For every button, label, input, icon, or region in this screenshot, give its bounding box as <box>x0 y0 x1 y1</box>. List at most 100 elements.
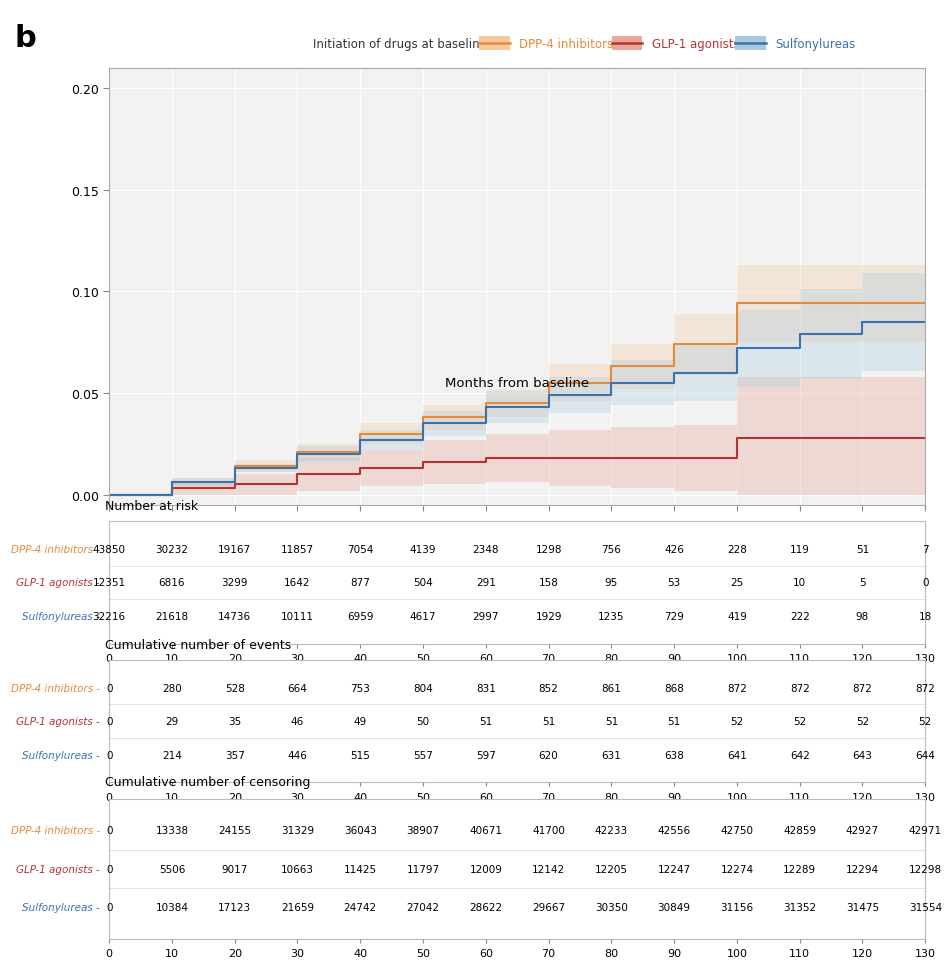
Text: 12247: 12247 <box>658 864 691 874</box>
Text: 868: 868 <box>664 683 684 692</box>
Text: 12274: 12274 <box>720 864 754 874</box>
Text: 0: 0 <box>106 903 112 912</box>
Text: 643: 643 <box>852 750 872 760</box>
Text: 30849: 30849 <box>658 903 691 912</box>
Text: 729: 729 <box>664 611 684 621</box>
Text: Initiation of drugs at baseline: Initiation of drugs at baseline <box>313 37 487 51</box>
Text: GLP-1 agonists -: GLP-1 agonists - <box>16 578 100 588</box>
Text: DPP-4 inhibitors -: DPP-4 inhibitors - <box>10 683 100 692</box>
Text: 31156: 31156 <box>720 903 754 912</box>
Text: 11425: 11425 <box>344 864 377 874</box>
Text: b: b <box>14 24 36 54</box>
Text: 40671: 40671 <box>470 825 502 835</box>
Text: 426: 426 <box>664 544 684 555</box>
Text: 12009: 12009 <box>470 864 502 874</box>
Text: 27042: 27042 <box>406 903 439 912</box>
Text: 642: 642 <box>790 750 809 760</box>
Text: 12298: 12298 <box>909 864 941 874</box>
Text: 222: 222 <box>790 611 809 621</box>
Text: 214: 214 <box>162 750 182 760</box>
Text: 11797: 11797 <box>406 864 439 874</box>
Text: 10663: 10663 <box>281 864 314 874</box>
Text: 6959: 6959 <box>347 611 374 621</box>
Text: 51: 51 <box>605 717 618 727</box>
Text: 53: 53 <box>667 578 680 588</box>
Text: 17123: 17123 <box>218 903 251 912</box>
Text: GLP-1 agonists: GLP-1 agonists <box>652 37 739 51</box>
Text: 357: 357 <box>225 750 245 760</box>
Text: 638: 638 <box>664 750 684 760</box>
Text: 51: 51 <box>479 717 493 727</box>
Text: 14736: 14736 <box>218 611 251 621</box>
Text: 3299: 3299 <box>221 578 248 588</box>
Text: 52: 52 <box>919 717 932 727</box>
Text: 158: 158 <box>539 578 559 588</box>
Text: Sulfonylureas -: Sulfonylureas - <box>22 611 100 621</box>
Text: 0: 0 <box>106 825 112 835</box>
Text: 291: 291 <box>475 578 495 588</box>
Text: 4617: 4617 <box>410 611 437 621</box>
Text: 2997: 2997 <box>473 611 499 621</box>
Text: 872: 872 <box>852 683 872 692</box>
Text: 10: 10 <box>793 578 807 588</box>
Text: 52: 52 <box>856 717 869 727</box>
Text: 31475: 31475 <box>846 903 879 912</box>
Text: 631: 631 <box>602 750 622 760</box>
Text: 528: 528 <box>225 683 245 692</box>
Text: 1235: 1235 <box>598 611 624 621</box>
Text: 7054: 7054 <box>347 544 374 555</box>
Text: 51: 51 <box>542 717 555 727</box>
Text: 30232: 30232 <box>156 544 189 555</box>
Text: 42556: 42556 <box>658 825 691 835</box>
Text: 446: 446 <box>288 750 307 760</box>
Text: 1298: 1298 <box>535 544 562 555</box>
Text: 31352: 31352 <box>783 903 816 912</box>
Text: 641: 641 <box>727 750 747 760</box>
Text: 35: 35 <box>228 717 241 727</box>
Text: Sulfonylureas -: Sulfonylureas - <box>22 903 100 912</box>
Text: 12351: 12351 <box>93 578 125 588</box>
Text: 0: 0 <box>106 864 112 874</box>
Text: 13338: 13338 <box>156 825 189 835</box>
Text: 24155: 24155 <box>218 825 251 835</box>
Text: 12294: 12294 <box>846 864 879 874</box>
Text: 1642: 1642 <box>284 578 310 588</box>
Text: 10384: 10384 <box>156 903 189 912</box>
Text: GLP-1 agonists -: GLP-1 agonists - <box>16 717 100 727</box>
Text: 804: 804 <box>413 683 433 692</box>
Text: 21618: 21618 <box>156 611 189 621</box>
Text: 25: 25 <box>731 578 744 588</box>
Text: 42750: 42750 <box>720 825 754 835</box>
Text: 42927: 42927 <box>846 825 879 835</box>
Text: 877: 877 <box>350 578 370 588</box>
Text: DPP-4 inhibitors -: DPP-4 inhibitors - <box>10 825 100 835</box>
Text: 36043: 36043 <box>344 825 377 835</box>
Text: 0: 0 <box>922 578 928 588</box>
Text: 11857: 11857 <box>281 544 314 555</box>
Text: Cumulative number of censoring: Cumulative number of censoring <box>105 776 310 788</box>
Text: 52: 52 <box>793 717 807 727</box>
Text: 852: 852 <box>539 683 559 692</box>
Text: Sulfonylureas -: Sulfonylureas - <box>22 750 100 760</box>
Text: 0: 0 <box>106 750 112 760</box>
Text: GLP-1 agonists -: GLP-1 agonists - <box>16 864 100 874</box>
Text: 515: 515 <box>350 750 370 760</box>
Text: Number at risk: Number at risk <box>105 500 198 512</box>
Text: 29: 29 <box>165 717 178 727</box>
Text: 52: 52 <box>731 717 744 727</box>
Text: 5: 5 <box>859 578 865 588</box>
Text: 95: 95 <box>605 578 618 588</box>
Text: 12142: 12142 <box>532 864 566 874</box>
Text: 5506: 5506 <box>158 864 185 874</box>
Text: 10111: 10111 <box>281 611 314 621</box>
Text: 28622: 28622 <box>469 903 502 912</box>
Text: 21659: 21659 <box>281 903 314 912</box>
Text: 12289: 12289 <box>783 864 816 874</box>
Text: 32216: 32216 <box>93 611 125 621</box>
Text: 280: 280 <box>162 683 182 692</box>
Text: 2348: 2348 <box>473 544 499 555</box>
Text: 753: 753 <box>350 683 370 692</box>
Text: 557: 557 <box>413 750 433 760</box>
Text: 12205: 12205 <box>595 864 628 874</box>
Text: 419: 419 <box>727 611 747 621</box>
